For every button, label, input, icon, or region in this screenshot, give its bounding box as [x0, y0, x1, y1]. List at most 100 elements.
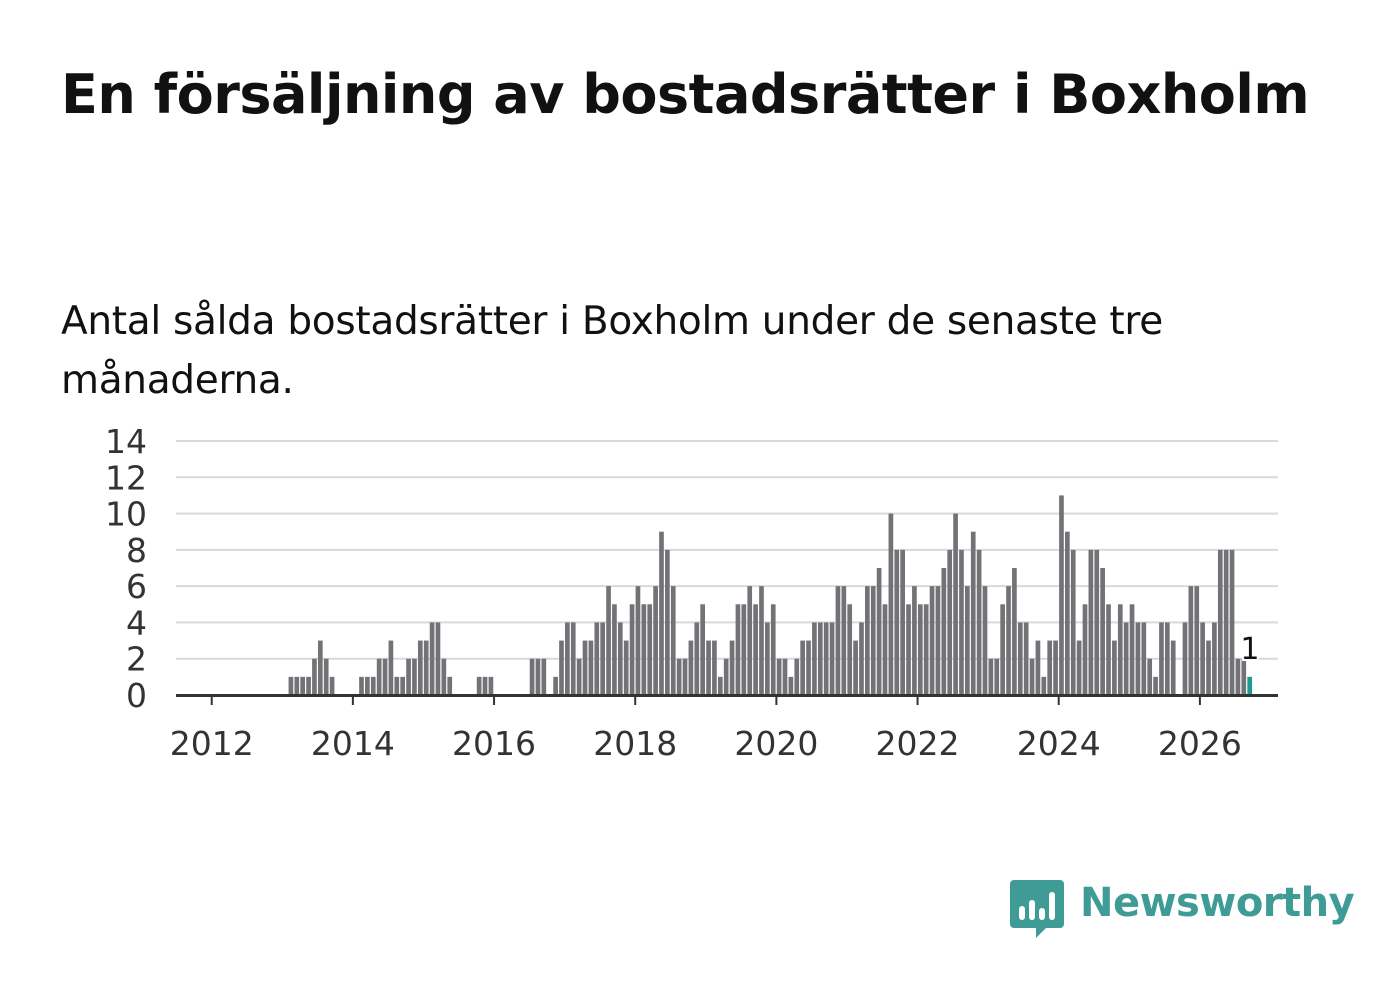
bar: [565, 622, 570, 695]
bar: [576, 658, 582, 695]
bar: [817, 622, 823, 695]
bar: [488, 676, 494, 695]
bar: [429, 622, 435, 695]
bar: [1159, 622, 1164, 695]
bar: [629, 604, 635, 695]
bar: [1141, 622, 1147, 695]
bar: [1170, 640, 1176, 695]
bar: [294, 676, 300, 695]
bar: [882, 604, 888, 695]
bar: [400, 676, 406, 695]
bar: [670, 586, 676, 695]
bar: [841, 586, 847, 695]
bar: [647, 604, 653, 695]
bar: [659, 531, 664, 695]
bar: [847, 604, 853, 695]
bar: [653, 586, 658, 695]
bar: [1000, 604, 1005, 695]
bar: [535, 658, 541, 695]
bar: [912, 586, 917, 695]
x-tick-label: 2022: [876, 724, 960, 763]
x-tick-label: 2026: [1158, 724, 1242, 763]
bar: [806, 640, 811, 695]
bar: [953, 513, 958, 695]
newsworthy-wordmark: Newsworthy: [1080, 880, 1355, 926]
bar: [694, 622, 700, 695]
bar: [623, 640, 629, 695]
bar: [1006, 586, 1011, 695]
chart-title: En försäljning av bostadsrätter i Boxhol…: [61, 63, 1310, 126]
bar: [1035, 640, 1041, 695]
bar: [1100, 568, 1105, 695]
bar: [870, 586, 876, 695]
bar: [588, 640, 594, 695]
y-tick-label: 6: [126, 567, 147, 606]
bar: [541, 658, 547, 695]
bar: [729, 640, 735, 695]
bar: [1206, 640, 1211, 695]
bar: [529, 658, 535, 695]
bar: [1029, 658, 1035, 695]
bar: [1223, 549, 1229, 695]
x-tick-label: 2012: [170, 724, 254, 763]
gridlines: [176, 440, 1278, 660]
x-axis-ticks: 2012 2014 2016 2018 2020 2022 2024 2026: [170, 695, 1242, 763]
bar: [688, 640, 694, 695]
bar: [1041, 676, 1047, 695]
bar: [759, 586, 764, 695]
bar: [947, 549, 953, 695]
bar: [835, 586, 841, 695]
y-tick-label: 12: [105, 458, 147, 497]
bar: [965, 586, 970, 695]
bar: [859, 622, 864, 695]
bar: [1241, 658, 1247, 695]
bar: [988, 658, 994, 695]
bar: [665, 549, 670, 695]
bar: [994, 658, 1000, 695]
bar: [1129, 604, 1135, 695]
bar: [1123, 622, 1129, 695]
bar: [717, 676, 723, 695]
bar: [359, 676, 364, 695]
x-tick-label: 2016: [452, 724, 536, 763]
bar: [970, 531, 976, 695]
bar: [370, 676, 376, 695]
bar: [406, 658, 411, 695]
bar: [1047, 640, 1053, 695]
bar: [906, 604, 911, 695]
bar: [700, 604, 705, 695]
bar: [441, 658, 447, 695]
bar: [888, 513, 894, 695]
bar: [594, 622, 600, 695]
bar: [865, 586, 870, 695]
bar: [1065, 531, 1070, 695]
bar: [770, 604, 776, 695]
bar: [417, 640, 423, 695]
bar: [1017, 622, 1023, 695]
bar: [923, 604, 929, 695]
bar: [741, 604, 747, 695]
bar: [1212, 622, 1217, 695]
bar: [1217, 549, 1223, 695]
bar: [382, 658, 388, 695]
bar: [812, 622, 817, 695]
y-tick-label: 4: [126, 603, 147, 642]
bar: [1117, 604, 1123, 695]
y-tick-label: 0: [126, 676, 147, 715]
bar: [1164, 622, 1170, 695]
y-tick-label: 10: [105, 495, 147, 534]
bar: [376, 658, 382, 695]
bar: [635, 586, 641, 695]
bar: [747, 586, 753, 695]
bar: [582, 640, 588, 695]
bar: [788, 676, 794, 695]
bar: [365, 676, 370, 695]
bar: [1082, 604, 1088, 695]
data-labels: 1: [1238, 630, 1261, 669]
x-tick-label: 2014: [311, 724, 395, 763]
bar: [941, 568, 947, 695]
bar: [1106, 604, 1111, 695]
bar: [853, 640, 858, 695]
bar: [1076, 640, 1082, 695]
